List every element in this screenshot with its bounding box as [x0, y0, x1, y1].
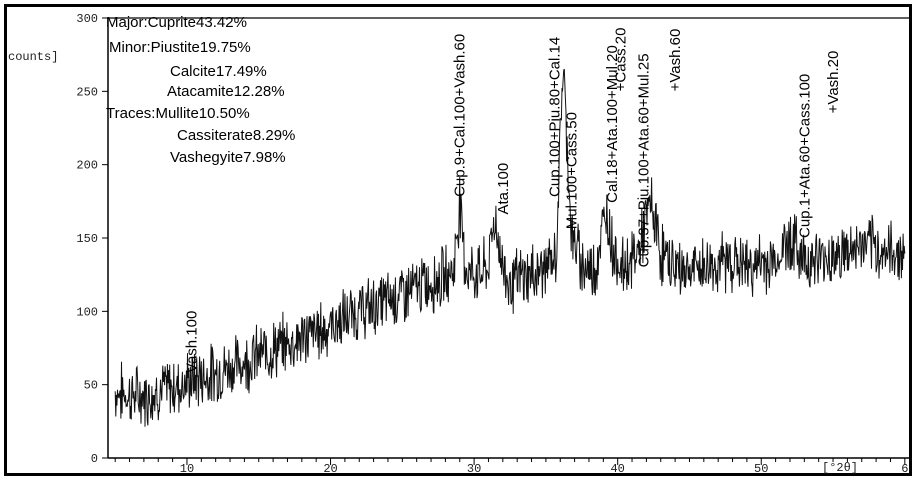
y-tick-label: 0	[91, 452, 98, 466]
x-tick-label: 10	[180, 462, 194, 476]
phase-label: Minor:Piustite19.75%	[109, 39, 251, 56]
x-tick-label: 30	[467, 462, 481, 476]
peak-label: Mul.100+Cass.50	[564, 112, 581, 229]
y-tick-label: 250	[76, 85, 98, 99]
x-tick-label: 50	[754, 462, 768, 476]
diffraction-pattern-line	[114, 68, 906, 427]
phase-label: Cassiterate8.29%	[177, 127, 295, 144]
peak-label: Cup.1+Ata.60+Cass.100	[796, 74, 813, 238]
phase-label: Atacamite12.28%	[167, 83, 285, 100]
x-axis-unit: [°2θ]	[822, 461, 858, 475]
phase-label: Major:Cuprite43.42%	[106, 14, 247, 31]
y-tick-label: 300	[76, 12, 98, 26]
phase-label: Calcite17.49%	[170, 63, 267, 80]
y-tick-label: 200	[76, 159, 98, 173]
x-tick-label: 20	[323, 462, 337, 476]
peak-label: Ata.100	[495, 163, 512, 215]
peak-label: +Vash.20	[825, 51, 842, 114]
x-tick-label: 6	[901, 462, 908, 476]
peak-label: Vash.100	[183, 311, 200, 373]
y-tick-label: 50	[84, 379, 98, 393]
peak-label: +Cass.20	[613, 28, 630, 92]
phase-label: Traces:Mullite10.50%	[106, 105, 250, 122]
phase-label: Vashegyite7.98%	[170, 149, 286, 166]
peak-label: Cup.100+Piu.80+Cal.14	[547, 37, 564, 197]
peak-label: +Vash.60	[667, 29, 684, 92]
y-tick-label: 100	[76, 305, 98, 319]
y-axis-label: counts]	[8, 50, 58, 64]
peak-label: Cal.18+Ata.100+Mul.20	[604, 45, 621, 203]
x-tick-label: 40	[610, 462, 624, 476]
peak-label: Cup.37+Piu.100+Ata.60+Mul.25	[636, 53, 653, 267]
y-tick-label: 150	[76, 232, 98, 246]
peak-label: Cup.9+Cal.100+Vash.60	[452, 34, 469, 197]
